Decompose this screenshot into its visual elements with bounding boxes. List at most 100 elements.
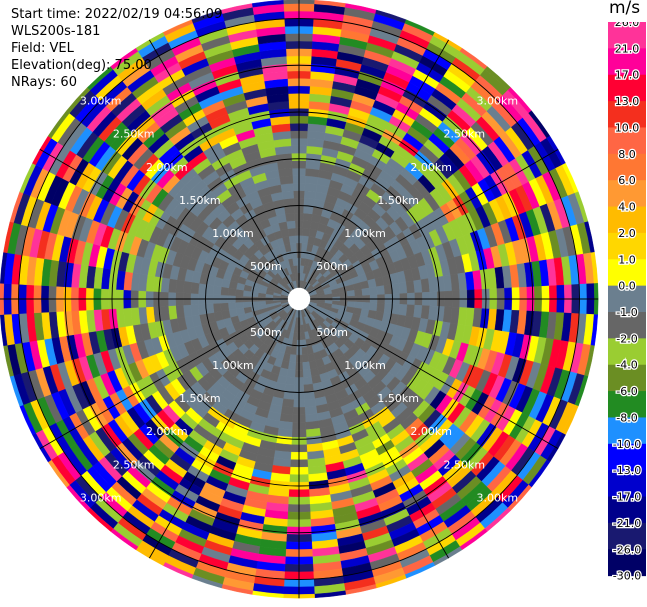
colorbar-tick-label: -4.0 — [616, 359, 637, 372]
colorbar-swatch — [608, 232, 646, 260]
ppi-gate — [398, 281, 408, 294]
range-ring-label: 3.00km — [80, 95, 122, 108]
elevation: Elevation(deg): 75.00 — [11, 58, 152, 73]
colorbar-swatch — [608, 153, 646, 181]
azimuth-line — [304, 39, 449, 290]
ppi-gate — [420, 305, 430, 320]
center-blank — [287, 287, 311, 311]
colorbar-swatch — [608, 127, 646, 155]
ppi-gate — [212, 302, 222, 313]
ppi-gate — [301, 346, 309, 356]
colorbar-swatch — [608, 443, 646, 471]
ppi-gate — [413, 279, 423, 294]
ppi-gate — [182, 304, 193, 318]
colorbar-swatch — [608, 180, 646, 208]
ppi-gate — [279, 175, 294, 185]
ppi-gate — [280, 405, 294, 416]
colorbar-tick-label: 26.0 — [615, 22, 640, 29]
start-time: Start time: 2022/02/19 04:56:09 — [11, 7, 223, 22]
colorbar-tick-label: 2.0 — [618, 227, 636, 240]
colorbar-tick-label: 10.0 — [615, 122, 640, 135]
range-ring-label: 500m — [316, 260, 348, 273]
ppi-gate — [168, 305, 178, 320]
colorbar-swatch — [608, 338, 646, 366]
ppi-gate — [304, 182, 318, 193]
ppi-gate — [376, 285, 386, 296]
ppi-gate — [281, 190, 294, 200]
ppi-gate — [368, 286, 378, 296]
colorbar-tick-label: -26.0 — [613, 543, 641, 556]
range-ring-label: 2.50km — [444, 458, 486, 471]
ppi-gate — [304, 398, 317, 408]
colorbar-unit: m/s — [609, 0, 641, 18]
ppi-gate — [405, 280, 416, 294]
colorbar-tick-label: -8.0 — [616, 412, 637, 425]
azimuth-line — [149, 308, 294, 559]
colorbar-tick-label: 4.0 — [618, 201, 636, 214]
field-name: Field: VEL — [11, 41, 74, 56]
ppi-gate — [286, 368, 296, 378]
colorbar-swatch — [608, 285, 646, 313]
azimuth-line — [308, 149, 559, 294]
ppi-gate — [302, 376, 313, 386]
ppi-gate — [368, 302, 378, 312]
ppi-gate — [285, 376, 296, 386]
colorbar-swatch — [608, 206, 646, 234]
ppi-gate — [285, 212, 296, 222]
ppi-gate — [398, 304, 408, 317]
colorbar-swatch — [608, 259, 646, 287]
colorbar-tick-label: -1.0 — [616, 306, 637, 319]
ppi-gate — [420, 278, 430, 293]
colorbar-tick-label: 13.0 — [615, 95, 640, 108]
ppi-gate — [212, 285, 222, 296]
range-ring-label: 1.00km — [344, 359, 386, 372]
colorbar-swatch — [608, 364, 646, 392]
ppi-gate — [251, 0, 284, 8]
ppi-gate — [354, 288, 363, 297]
ppi-gate — [190, 304, 200, 317]
ppi-gate — [302, 368, 312, 378]
scan-info: Start time: 2022/02/19 04:56:09 WLS200s-… — [11, 6, 222, 91]
ppi-gate — [289, 242, 297, 252]
colorbar-tick-label: -13.0 — [613, 464, 641, 477]
colorbar: 26.0 21.0 17.0 13.0 10.0 8.0 6.0 4.0 2.0 1.0 0.0 -1… — [608, 22, 646, 584]
ppi-gate — [220, 286, 230, 296]
range-ring-label: 2.00km — [146, 425, 188, 438]
range-ring-label: 2.50km — [113, 458, 155, 471]
range-ring-label: 1.50km — [377, 392, 419, 405]
ppi-gate — [235, 301, 244, 310]
ppi-gate — [190, 281, 200, 294]
ppi-gate — [175, 304, 185, 319]
ppi-gate — [280, 182, 294, 193]
range-ring-label: 500m — [316, 326, 348, 339]
colorbar-tick-label: 21.0 — [615, 42, 640, 55]
azimuth-line — [308, 304, 559, 449]
ppi-gate — [413, 304, 423, 319]
colorbar-swatch — [608, 312, 646, 339]
ppi-gate — [287, 227, 296, 237]
ppi-gate — [182, 280, 193, 294]
ppi-gate — [278, 168, 293, 178]
colorbar-swatch — [608, 496, 646, 524]
colorbar-swatch — [608, 417, 646, 445]
ppi-gate — [376, 302, 386, 313]
range-ring-label: 1.00km — [344, 227, 386, 240]
ppi-gate — [281, 398, 294, 408]
ppi-gate — [304, 413, 319, 423]
range-ring-label: 1.50km — [377, 194, 419, 207]
ppi-plot: 500m 500m 500m 500m 1.00km 1.00km 1.00km 1.00km… — [0, 0, 599, 599]
ppi-gate — [242, 301, 252, 309]
colorbar-tick-label: 8.0 — [618, 148, 636, 161]
ppi-gate — [168, 278, 178, 293]
ppi-gate — [305, 168, 320, 178]
ppi-gate — [302, 212, 313, 222]
azimuth-line — [149, 39, 294, 290]
ppi-gate — [279, 413, 294, 423]
colorbar-tick-label: -6.0 — [616, 385, 637, 398]
range-ring-label: 1.50km — [179, 194, 221, 207]
range-ring-label: 2.00km — [146, 161, 188, 174]
range-ring-label: 2.50km — [444, 128, 486, 141]
ppi-gate — [291, 250, 298, 259]
ppi-gate — [288, 235, 297, 244]
